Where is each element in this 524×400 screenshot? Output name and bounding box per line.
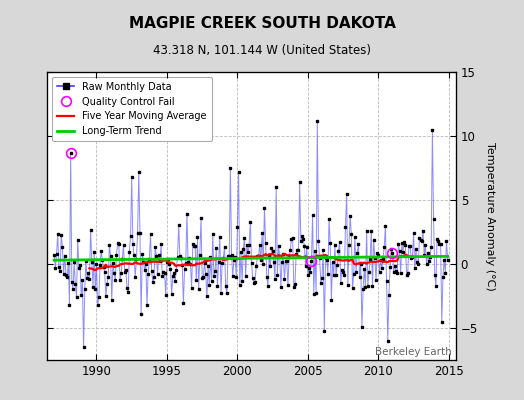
Y-axis label: Temperature Anomaly (°C): Temperature Anomaly (°C) xyxy=(485,142,495,290)
Text: MAGPIE CREEK SOUTH DAKOTA: MAGPIE CREEK SOUTH DAKOTA xyxy=(128,16,396,31)
Legend: Raw Monthly Data, Quality Control Fail, Five Year Moving Average, Long-Term Tren: Raw Monthly Data, Quality Control Fail, … xyxy=(52,77,212,141)
Text: 43.318 N, 101.144 W (United States): 43.318 N, 101.144 W (United States) xyxy=(153,44,371,57)
Text: Berkeley Earth: Berkeley Earth xyxy=(375,347,452,357)
